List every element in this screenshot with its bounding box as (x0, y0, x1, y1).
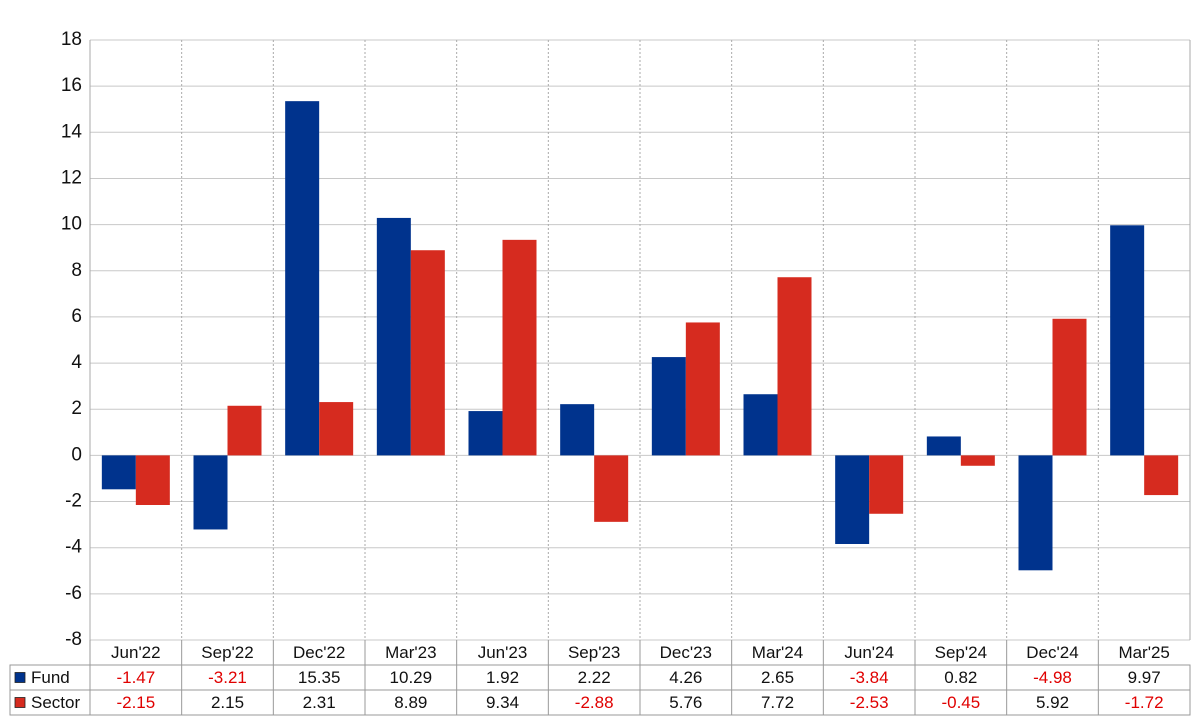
bar (651, 357, 686, 456)
bar (777, 277, 812, 456)
bar (319, 402, 354, 456)
y-tick-label: 14 (61, 121, 83, 142)
bar (376, 217, 411, 456)
table-value: 2.15 (211, 693, 244, 712)
table-value: 7.72 (761, 693, 794, 712)
bar (1018, 455, 1053, 571)
table-value: -2.15 (116, 693, 155, 712)
x-tick-label: Jun'22 (111, 643, 161, 662)
bar (743, 394, 778, 456)
x-tick-label: Dec'22 (293, 643, 345, 662)
table-value: -1.47 (116, 668, 155, 687)
bar (960, 455, 995, 466)
bar (410, 250, 445, 456)
y-tick-label: 0 (71, 444, 82, 465)
table-value: 10.29 (390, 668, 433, 687)
y-tick-label: -8 (65, 629, 82, 650)
x-tick-label: Mar'23 (385, 643, 436, 662)
x-tick-label: Mar'24 (752, 643, 803, 662)
legend-swatch (14, 672, 26, 683)
x-tick-label: Mar'25 (1118, 643, 1169, 662)
legend-label: Sector (31, 693, 80, 712)
table-value: 0.82 (944, 668, 977, 687)
table-value: 5.76 (669, 693, 702, 712)
table-value: -1.72 (1125, 693, 1164, 712)
y-tick-label: 8 (71, 260, 82, 281)
table-value: -4.98 (1033, 668, 1072, 687)
bar (685, 322, 720, 456)
x-tick-label: Sep'22 (201, 643, 253, 662)
y-tick-label: 16 (61, 75, 82, 96)
y-tick-label: 10 (61, 214, 82, 235)
bar (926, 436, 961, 456)
table-value: -2.53 (850, 693, 889, 712)
bar (1110, 225, 1145, 456)
x-tick-label: Dec'24 (1026, 643, 1078, 662)
bar (560, 404, 595, 456)
table-value: 8.89 (394, 693, 427, 712)
y-tick-label: 12 (61, 167, 82, 188)
y-tick-label: -4 (65, 537, 82, 558)
table-value: 2.31 (303, 693, 336, 712)
table-value: 15.35 (298, 668, 341, 687)
x-tick-label: Dec'23 (660, 643, 712, 662)
bar (835, 455, 870, 544)
table-value: -2.88 (575, 693, 614, 712)
table-value: 4.26 (669, 668, 702, 687)
bar (193, 455, 228, 530)
y-tick-label: 2 (71, 398, 82, 419)
y-tick-label: 6 (71, 306, 82, 327)
bar (1144, 455, 1179, 496)
bar (502, 239, 537, 456)
table-value: 1.92 (486, 668, 519, 687)
bar (285, 101, 320, 456)
bar (227, 405, 262, 456)
bar (101, 455, 136, 490)
bar (468, 411, 503, 456)
table-value: 9.34 (486, 693, 519, 712)
table-value: -0.45 (941, 693, 980, 712)
table-value: -3.21 (208, 668, 247, 687)
x-tick-label: Jun'23 (478, 643, 528, 662)
y-tick-label: 4 (71, 352, 82, 373)
bar (594, 455, 629, 522)
x-tick-label: Sep'23 (568, 643, 620, 662)
bar (135, 455, 170, 505)
legend-swatch (14, 697, 26, 708)
table-value: 9.97 (1128, 668, 1161, 687)
table-value: -3.84 (850, 668, 889, 687)
table-value: 2.22 (578, 668, 611, 687)
y-tick-label: -2 (65, 491, 82, 512)
y-tick-label: -6 (65, 583, 82, 604)
table-value: 2.65 (761, 668, 794, 687)
x-tick-label: Sep'24 (935, 643, 987, 662)
bar (869, 455, 904, 514)
legend-label: Fund (31, 668, 70, 687)
bar (1052, 318, 1087, 456)
y-tick-label: 18 (61, 29, 82, 50)
x-tick-label: Jun'24 (844, 643, 894, 662)
table-value: 5.92 (1036, 693, 1069, 712)
